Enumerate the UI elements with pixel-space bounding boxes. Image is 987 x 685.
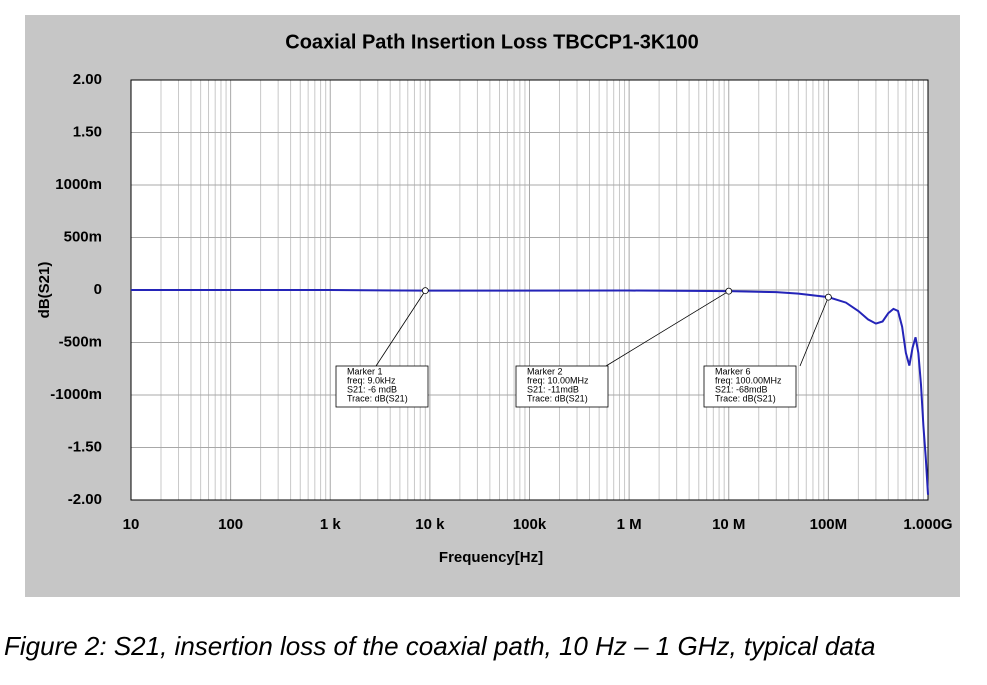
marker-leader — [375, 290, 426, 367]
y-tick-label: 0 — [94, 281, 102, 298]
y-tick-label: -2.00 — [68, 491, 102, 508]
y-axis-label: dB(S21) — [36, 262, 53, 319]
marker-text: S21: -6 mdB — [347, 384, 397, 394]
x-tick-label: 1 k — [320, 516, 342, 533]
data-line — [131, 289, 929, 495]
x-tick-label: 10 M — [712, 516, 745, 533]
x-axis-label: Frequency[Hz] — [439, 549, 543, 566]
y-tick-label: -1.50 — [68, 438, 102, 455]
marker-box — [335, 365, 429, 408]
y-tick-label: 1000m — [55, 176, 102, 193]
marker-leader — [605, 290, 729, 367]
marker-text: freq: 9.0kHz — [347, 375, 396, 385]
marker-box — [703, 365, 797, 408]
marker-text: Trace: dB(S21) — [527, 393, 588, 403]
y-tick-label: 2.00 — [73, 71, 102, 88]
x-tick-label: 1.000G — [903, 516, 952, 533]
marker-text: Trace: dB(S21) — [715, 393, 776, 403]
x-tick-label: 100k — [513, 516, 547, 533]
marker-point — [824, 293, 832, 301]
x-tick-label: 10 — [123, 516, 140, 533]
x-tick-label: 1 M — [617, 516, 642, 533]
x-tick-label: 100M — [810, 516, 848, 533]
caption: Figure 2: S21, insertion loss of the coa… — [4, 631, 875, 661]
marker-text: Marker 1 — [347, 366, 383, 376]
chart-title: Coaxial Path Insertion Loss TBCCP1-3K100 — [285, 31, 698, 53]
y-tick-label: -500m — [59, 333, 102, 350]
y-tick-label: 500m — [64, 228, 102, 245]
marker-text: Marker 2 — [527, 366, 563, 376]
marker-text: S21: -11mdB — [527, 384, 579, 394]
x-tick-label: 10 k — [415, 516, 445, 533]
marker-text: Trace: dB(S21) — [347, 393, 408, 403]
y-tick-label: -1000m — [50, 386, 102, 403]
marker-text: freq: 10.00MHz — [527, 375, 589, 385]
marker-point — [421, 287, 429, 295]
marker-text: freq: 100.00MHz — [715, 375, 782, 385]
marker-box — [515, 365, 609, 408]
y-tick-label: 1.50 — [73, 123, 102, 140]
x-tick-label: 100 — [218, 516, 243, 533]
marker-leader — [799, 296, 829, 367]
marker-text: Marker 6 — [715, 366, 751, 376]
marker-point — [725, 287, 733, 295]
marker-text: S21: -68mdB — [715, 384, 768, 394]
